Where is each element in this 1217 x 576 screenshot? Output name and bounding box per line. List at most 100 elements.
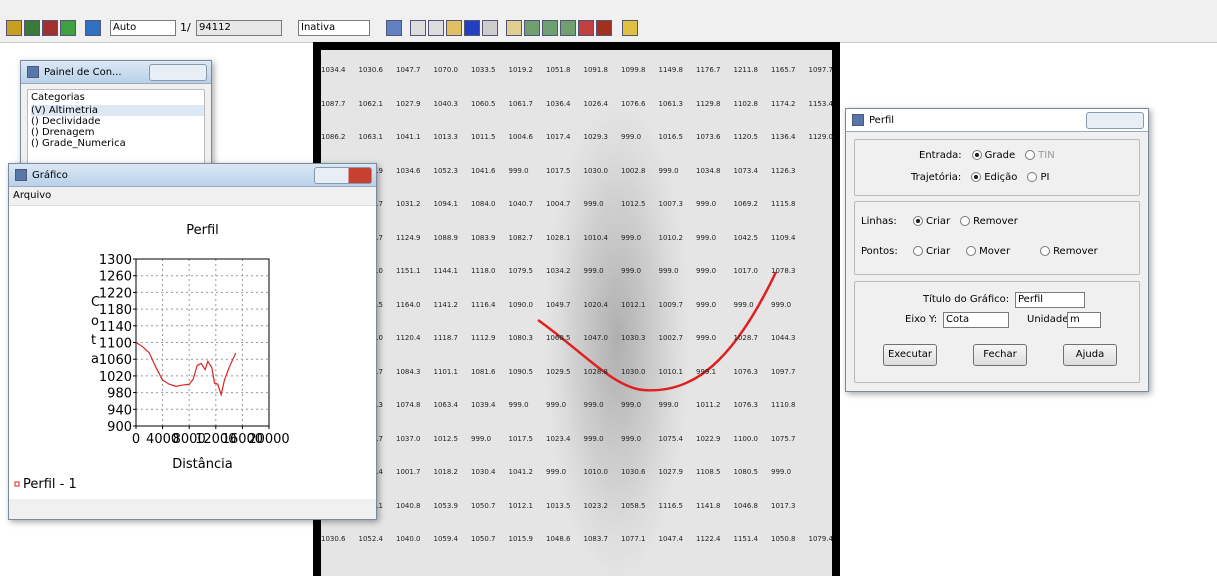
window-controls[interactable] [149,64,207,81]
radio[interactable] [913,216,923,226]
grid-value: 1047.0 [584,334,609,342]
tool-icon[interactable] [596,20,612,36]
grid-value: 1022.9 [696,435,721,443]
tool-icon[interactable] [524,20,540,36]
radio[interactable] [971,172,981,182]
tool-icon[interactable] [428,20,444,36]
grid-value: 1069.2 [734,200,759,208]
button[interactable]: Fechar [973,344,1027,366]
grid-value: 1023.2 [584,502,609,510]
button[interactable]: Ajuda [1063,344,1117,366]
edit-group: Linhas:CriarRemover Pontos:CriarMoverRem… [854,201,1140,275]
grid-value: 1084.3 [396,368,421,376]
grid-value: 999.0 [584,200,604,208]
grid-value: 1012.5 [621,200,646,208]
grid-value: 1087.7 [321,100,346,108]
option[interactable]: Criar [926,246,950,257]
category-box: Categorias (V) Altimetria() Declividade(… [27,89,205,169]
grid-value: 1053.9 [434,502,459,510]
category-item[interactable]: () Grade_Numerica [31,138,204,149]
tool-icon[interactable] [542,20,558,36]
unit-input[interactable]: m [1067,312,1101,328]
mode-select[interactable]: Inativa [298,20,370,36]
grid-value: 1015.9 [509,535,534,543]
option[interactable]: Grade [985,150,1016,161]
grid-value: 1129.0 [809,133,834,141]
tool-icon[interactable] [482,20,498,36]
grid-value: 999.0 [546,401,566,409]
option[interactable]: Remover [973,216,1018,227]
scale-mode[interactable]: Auto [110,20,176,36]
tool-icon[interactable] [85,20,101,36]
grid-value: 999.0 [696,267,716,275]
category-item[interactable]: (V) Altimetria [31,105,204,116]
tool-icon[interactable] [24,20,40,36]
radio[interactable] [1025,150,1035,160]
option[interactable]: Criar [926,216,950,227]
tool-icon[interactable] [6,20,22,36]
grid-value: 1013.5 [546,502,571,510]
window-controls[interactable] [314,167,372,184]
menu-item[interactable]: Arquivo [9,187,376,206]
tool-icon[interactable] [622,20,638,36]
tool-icon[interactable] [60,20,76,36]
grid-value: 1040.7 [509,200,534,208]
option[interactable]: Remover [1053,246,1098,257]
grid-value: 1041.2 [509,468,534,476]
grid-value: 1029.5 [546,368,571,376]
tool-icon[interactable] [386,20,402,36]
grid-value: 1076.3 [734,401,759,409]
grid-value: 1039.4 [471,401,496,409]
grid-value: 1042.5 [734,234,759,242]
option[interactable]: PI [1040,172,1049,183]
grid-value: 1075.7 [771,435,796,443]
radio[interactable] [913,246,923,256]
label: Trajetória: [911,172,961,183]
grid-value: 1012.1 [509,502,534,510]
screen: Auto 1/ 94112 Inativa 1034.41030.61047.7… [0,0,1217,576]
grid-value: 999.0 [659,267,679,275]
label: Linhas: [861,216,903,227]
grid-value: 1012.5 [434,435,459,443]
grid-value: 1090.0 [509,301,534,309]
tool-icon[interactable] [578,20,594,36]
radio[interactable] [1027,172,1037,182]
tool-icon[interactable] [560,20,576,36]
option[interactable]: TIN [1038,150,1055,161]
title-input[interactable]: Perfil [1015,292,1085,308]
tool-icon[interactable] [506,20,522,36]
grid-value: 1075.4 [659,435,684,443]
grid-value: 999.0 [696,200,716,208]
radio[interactable] [966,246,976,256]
grid-value: 999.0 [621,435,641,443]
tool-icon[interactable] [446,20,462,36]
window-controls[interactable] [1086,112,1144,129]
grid-value: 1063.4 [434,401,459,409]
grid-value: 999.0 [771,468,791,476]
grid-value: 1074.8 [396,401,421,409]
grid-value: 1088.9 [434,234,459,242]
radio[interactable] [972,150,982,160]
tool-icon[interactable] [464,20,480,36]
radio[interactable] [1040,246,1050,256]
grid-value: 1061.3 [659,100,684,108]
option[interactable]: Edição [984,172,1017,183]
category-item[interactable]: () Declividade [31,116,204,127]
grid-value: 1211.8 [734,66,759,74]
option[interactable]: Mover [979,246,1010,257]
button[interactable]: Executar [883,344,937,366]
tool-icon[interactable] [410,20,426,36]
grid-value: 1017.5 [509,435,534,443]
radio[interactable] [960,216,970,226]
grid-value: 1165.7 [771,66,796,74]
grid-value: 999.0 [696,301,716,309]
grid-value: 1031.2 [396,200,421,208]
category-item[interactable]: () Drenagem [31,127,204,138]
axis-input[interactable]: Cota [943,312,1009,328]
grid-value: 1070.0 [434,66,459,74]
tool-icon[interactable] [42,20,58,36]
grid-value: 1091.8 [584,66,609,74]
grid-value: 1176.7 [696,66,721,74]
scale-input[interactable]: 94112 [196,20,282,36]
